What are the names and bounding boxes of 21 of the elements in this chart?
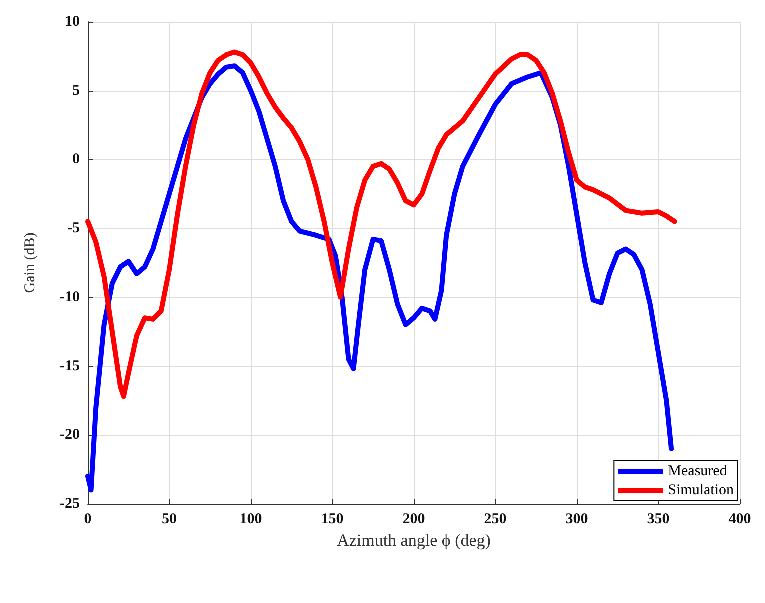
x-tick-label: 150 xyxy=(321,512,344,528)
x-tick-label: 350 xyxy=(647,512,670,528)
x-tick-label: 100 xyxy=(240,512,262,528)
y-tick-label: -10 xyxy=(60,289,80,306)
x-tick-label: 400 xyxy=(728,512,752,528)
y-tick-label: -5 xyxy=(68,220,80,237)
y-axis-title: Gain (dB) xyxy=(22,232,38,294)
x-tick-label: 200 xyxy=(402,512,426,528)
x-tick-label: 0 xyxy=(84,512,92,528)
x-tick-label: 300 xyxy=(566,512,588,528)
legend-label: Measured xyxy=(668,464,728,480)
y-tick-label: -20 xyxy=(60,427,80,444)
y-tick-label: 0 xyxy=(72,152,80,168)
y-tick-label: -15 xyxy=(60,358,80,374)
legend-label: Simulation xyxy=(668,482,734,498)
x-axis-title: Azimuth angle ϕ (deg) xyxy=(337,530,491,550)
x-tick-label: 50 xyxy=(162,512,177,528)
x-tick-label: 250 xyxy=(484,512,507,528)
y-tick-label: 10 xyxy=(65,14,80,30)
y-tick-label: 5 xyxy=(72,82,80,99)
y-tick-label: -25 xyxy=(60,496,80,512)
